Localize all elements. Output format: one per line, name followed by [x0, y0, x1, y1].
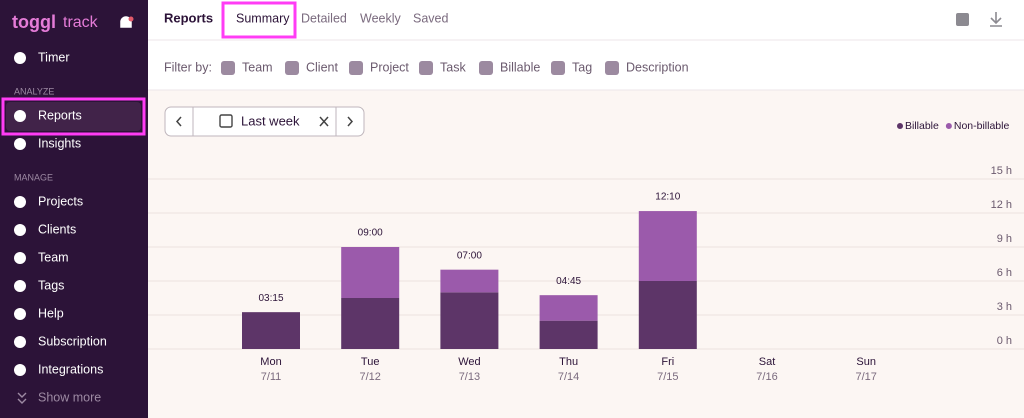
section-heading: MANAGE: [14, 172, 53, 182]
nav-icon: [14, 224, 26, 236]
x-date-label: 7/12: [359, 371, 380, 383]
picker-arrows[interactable]: [175, 116, 354, 127]
y-tick-label: 15 h: [991, 165, 1012, 177]
total-label: 12:10: [655, 192, 680, 203]
tab[interactable]: Saved: [413, 11, 448, 25]
nav-icon: [14, 308, 26, 320]
total-label: 04:45: [556, 276, 581, 287]
bar-segment: [638, 211, 697, 281]
nav-item[interactable]: Subscription: [38, 334, 107, 348]
brand: toggl: [12, 12, 56, 32]
nav-icon: [14, 280, 26, 292]
nav-icon: [14, 110, 26, 122]
filter-icon: [605, 61, 619, 75]
calendar-icon: [219, 114, 233, 128]
legend-dot: [945, 123, 952, 129]
x-tick-label: Mon: [260, 356, 281, 368]
total-label: 09:00: [358, 228, 383, 239]
filter-icon: [349, 61, 363, 75]
x-tick-label: Sat: [759, 356, 776, 368]
total-label: 03:15: [258, 293, 283, 304]
show-more-icon: [17, 392, 27, 404]
x-date-label: 7/14: [558, 371, 579, 383]
filter-item[interactable]: Team: [242, 60, 273, 74]
section-heading: ANALYZE: [14, 86, 54, 96]
layer: Timer Reports Insights Projects Clients Team T…: [14, 11, 1024, 383]
x-date-label: 7/15: [657, 371, 678, 383]
bar-segment: [440, 292, 499, 349]
filter-item[interactable]: Client: [306, 60, 338, 74]
filter-label: Filter by:: [164, 60, 212, 74]
nav-icon: [14, 364, 26, 376]
x-tick-label: Sun: [856, 356, 876, 368]
date-label[interactable]: Last week: [241, 113, 300, 128]
nav-icon: [14, 138, 26, 150]
bell-icon: [120, 16, 134, 28]
filter-icon: [479, 61, 493, 75]
page-title: Reports: [164, 10, 213, 25]
filter-item[interactable]: Task: [440, 60, 466, 74]
nav-item[interactable]: Insights: [38, 136, 81, 150]
highlight: [1, 97, 146, 136]
tab[interactable]: Summary: [236, 11, 290, 25]
y-tick-label: 9 h: [997, 233, 1012, 245]
x-tick-label: Fri: [661, 356, 674, 368]
y-tick-label: 0 h: [997, 335, 1012, 347]
nav-item[interactable]: Reports: [38, 108, 82, 122]
show-more[interactable]: Show more: [38, 390, 101, 404]
bar-segment: [440, 269, 499, 293]
y-tick-label: 12 h: [991, 199, 1012, 211]
x-date-label: 7/17: [855, 371, 876, 383]
filter-icon: [221, 61, 235, 75]
bar-segment: [341, 298, 400, 349]
bar-segment: [341, 247, 400, 298]
chart-bg: [148, 90, 1024, 418]
x-tick-label: Tue: [361, 356, 380, 368]
legend-label: Billable: [905, 120, 939, 132]
x-date-label: 7/13: [459, 371, 480, 383]
x-tick-label: Wed: [458, 356, 480, 368]
tab[interactable]: Weekly: [360, 11, 402, 25]
total-label: 07:00: [457, 250, 482, 261]
nav-item[interactable]: Integrations: [38, 362, 103, 376]
x-date-label: 7/11: [261, 371, 282, 383]
filter-item[interactable]: Billable: [500, 60, 540, 74]
legend-dot: [897, 123, 903, 129]
bar-segment: [539, 320, 598, 349]
bar-segment: [539, 295, 598, 321]
highlight: [221, 1, 297, 39]
product: track: [63, 14, 99, 31]
legend-label: Non-billable: [954, 120, 1010, 132]
nav-item[interactable]: Timer: [38, 50, 69, 64]
filter-item[interactable]: Project: [370, 60, 409, 74]
nav-icon: [14, 252, 26, 264]
nav-item[interactable]: Projects: [38, 194, 83, 208]
bar-segment: [638, 281, 697, 349]
y-tick-label: 3 h: [997, 301, 1012, 313]
toolbar-icons[interactable]: [956, 12, 1002, 27]
filter-icon: [285, 61, 299, 75]
y-tick-label: 6 h: [997, 267, 1012, 279]
x-date-label: 7/16: [756, 371, 777, 383]
filter-icon: [419, 61, 433, 75]
nav-item[interactable]: Clients: [38, 222, 76, 236]
x-tick-label: Thu: [559, 356, 578, 368]
filter-icon: [551, 61, 565, 75]
nav-item[interactable]: Help: [38, 306, 64, 320]
date-picker[interactable]: [164, 106, 365, 137]
active-nav-bg: [6, 102, 141, 131]
nav-item[interactable]: Team: [38, 250, 69, 264]
filter-item[interactable]: Description: [626, 60, 689, 74]
filter-item[interactable]: Tag: [572, 60, 592, 74]
sidebar: [0, 0, 148, 418]
bar-segment: [242, 312, 300, 349]
nav-item[interactable]: Tags: [38, 278, 64, 292]
nav-icon: [14, 196, 26, 208]
tab[interactable]: Detailed: [301, 11, 347, 25]
nav-icon: [14, 336, 26, 348]
nav-icon: [14, 52, 26, 64]
